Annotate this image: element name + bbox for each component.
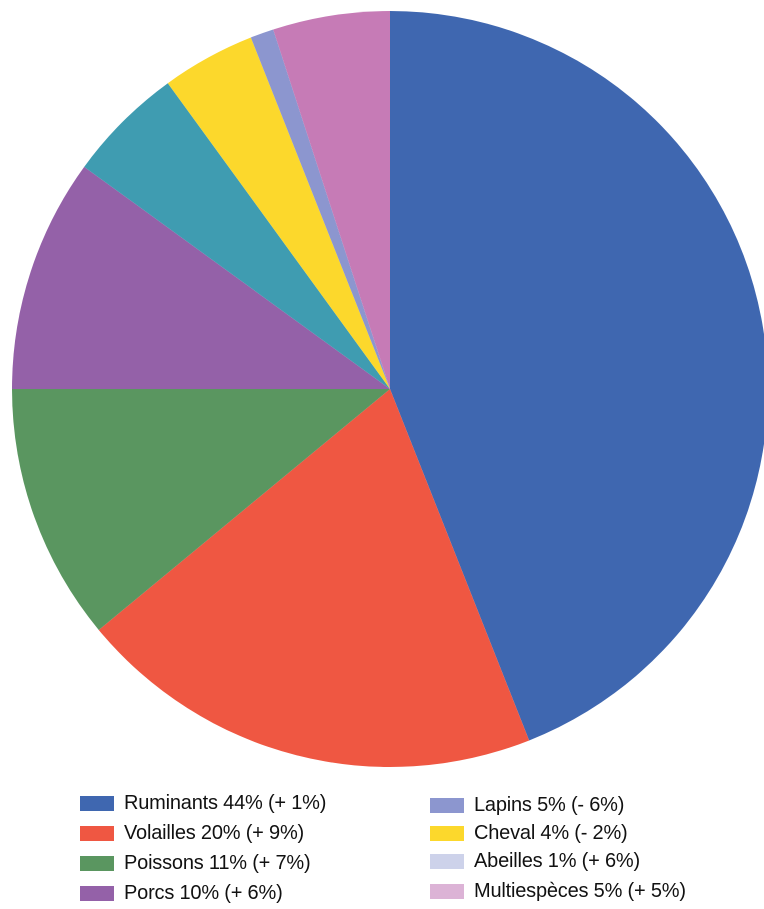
pie-slice-porcs	[12, 166, 390, 389]
legend-label-porcs: Porcs 10% (+ 6%)	[124, 881, 283, 904]
pie-slice-abeilles	[250, 29, 390, 389]
legend-swatch-porcs	[80, 885, 114, 901]
legend-swatch-multiespeces	[430, 883, 464, 899]
legend-item-lapins: Lapins 5% (- 6%)	[430, 792, 624, 818]
legend: Ruminants 44% (+ 1%) Volailles 20% (+ 9%…	[0, 790, 764, 909]
legend-label-multiespeces: Multiespèces 5% (+ 5%)	[474, 879, 686, 902]
pie-slice-volailles	[98, 389, 530, 768]
legend-swatch-ruminants	[80, 795, 114, 811]
legend-swatch-cheval	[430, 825, 464, 841]
legend-label-volailles: Volailles 20% (+ 9%)	[124, 821, 304, 844]
legend-item-poissons: Poissons 11% (+ 7%)	[80, 850, 311, 876]
legend-item-abeilles: Abeilles 1% (+ 6%)	[430, 848, 640, 874]
legend-item-cheval: Cheval 4% (- 2%)	[430, 820, 628, 846]
legend-item-multiespeces: Multiespèces 5% (+ 5%)	[430, 878, 686, 904]
pie-slice-cheval	[167, 37, 390, 389]
legend-item-porcs: Porcs 10% (+ 6%)	[80, 880, 283, 906]
pie-slice-poissons	[12, 389, 390, 630]
legend-label-cheval: Cheval 4% (- 2%)	[474, 821, 628, 844]
legend-swatch-lapins	[430, 797, 464, 813]
legend-item-volailles: Volailles 20% (+ 9%)	[80, 820, 304, 846]
legend-swatch-poissons	[80, 855, 114, 871]
pie-slice-lapins	[84, 83, 390, 389]
legend-label-abeilles: Abeilles 1% (+ 6%)	[474, 849, 640, 872]
legend-label-ruminants: Ruminants 44% (+ 1%)	[124, 791, 327, 814]
pie-slice-ruminants	[390, 11, 764, 741]
legend-item-ruminants: Ruminants 44% (+ 1%)	[80, 790, 326, 816]
pie-chart	[12, 11, 764, 768]
legend-swatch-volailles	[80, 825, 114, 841]
legend-label-lapins: Lapins 5% (- 6%)	[474, 793, 625, 816]
pie-slice-multiespeces	[273, 11, 390, 389]
legend-label-poissons: Poissons 11% (+ 7%)	[124, 851, 311, 874]
legend-swatch-abeilles	[430, 853, 464, 869]
